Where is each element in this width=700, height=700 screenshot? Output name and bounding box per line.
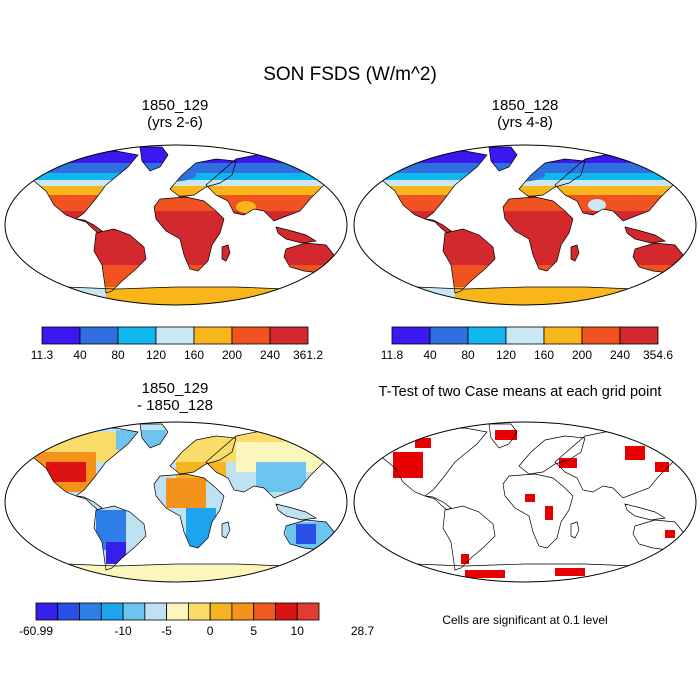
colorbar-1-tick-label: 120 <box>146 348 166 362</box>
colorbar-3-tick-label: -5 <box>161 624 172 638</box>
colorbar-3-swatch <box>275 602 298 621</box>
colorbar-1-tick-label: 240 <box>260 348 280 362</box>
panel-3-title: 1850_129 - 1850_128 <box>75 380 275 414</box>
colorbar-2-swatch <box>543 326 583 345</box>
panel-2-title: 1850_128 (yrs 4-8) <box>425 97 625 131</box>
colorbar-3-swatch <box>57 602 80 621</box>
colorbar-3-tick-label: 10 <box>291 624 305 638</box>
colorbar-2-tick-label: 120 <box>496 348 516 362</box>
colorbar-1-swatch <box>117 326 157 345</box>
panel-3-title-line1: 1850_129 <box>141 380 209 397</box>
colorbar-2-tick-label: 240 <box>610 348 630 362</box>
colorbar-2-tick-label: 80 <box>461 348 475 362</box>
colorbar-1-swatch <box>41 326 81 345</box>
colorbar-3-swatch <box>231 602 255 621</box>
colorbar-1-swatch <box>193 326 233 345</box>
colorbar-3-swatch <box>79 602 102 621</box>
colorbar-2: 11.8 40 80 120 160 200 240 354.6 <box>381 326 673 362</box>
panel-3-title-line2: - 1850_128 <box>137 397 213 414</box>
panel-1-title: 1850_129 (yrs 2-6) <box>75 97 275 131</box>
colorbar-2-swatch <box>467 326 507 345</box>
colorbar-3: -60.99 -10 -5 0 5 10 28.7 <box>19 602 375 638</box>
colorbar-3-swatch <box>166 602 189 621</box>
map-panel-1 <box>4 144 348 306</box>
map-panel-4 <box>353 421 697 583</box>
colorbar-1-tick-label: 80 <box>111 348 125 362</box>
colorbar-2-tick-label: 11.8 <box>381 348 404 362</box>
colorbar-2-swatch <box>619 326 659 345</box>
colorbar-1: 11.3 40 80 120 160 200 240 361.2 <box>31 326 323 362</box>
colorbar-3-swatch <box>144 602 168 621</box>
colorbar-2-tick-label: 40 <box>423 348 437 362</box>
colorbar-1-tick-label: 11.3 <box>31 348 54 362</box>
colorbar-3-swatch <box>122 602 146 621</box>
colorbar-1-swatch <box>155 326 195 345</box>
colorbar-1-tick-label: 40 <box>73 348 87 362</box>
colorbar-1-tick-label: 361.2 <box>293 348 323 362</box>
colorbar-3-swatch <box>100 602 124 621</box>
colorbar-1-swatch <box>79 326 119 345</box>
panel-2-title-line1: 1850_128 <box>491 97 559 114</box>
colorbar-2-swatch <box>581 326 621 345</box>
colorbar-1-tick-label: 200 <box>222 348 242 362</box>
colorbar-1-tick-label: 160 <box>184 348 204 362</box>
map-panel-2 <box>353 144 697 306</box>
colorbar-3-swatch <box>253 602 276 621</box>
colorbar-3-tick-label: -10 <box>114 624 132 638</box>
colorbar-1-swatch <box>231 326 271 345</box>
colorbar-1-swatch <box>269 326 309 345</box>
colorbar-2-tick-label: 200 <box>572 348 592 362</box>
map-panel-3 <box>4 421 348 583</box>
colorbar-3-swatch <box>187 602 211 621</box>
significance-note: Cells are significant at 0.1 level <box>442 613 608 627</box>
panel-1-title-line2: (yrs 2-6) <box>147 114 203 131</box>
panel-4-title: T-Test of two Case means at each grid po… <box>378 384 662 400</box>
figure-title: SON FSDS (W/m^2) <box>263 64 437 85</box>
colorbar-2-swatch <box>391 326 431 345</box>
colorbar-3-tick-label: -60.99 <box>19 624 53 638</box>
colorbar-3-tick-label: 28.7 <box>351 624 375 638</box>
colorbar-3-swatch <box>35 602 59 621</box>
panel-1-title-line1: 1850_129 <box>141 97 209 114</box>
colorbar-2-tick-label: 160 <box>534 348 554 362</box>
colorbar-2-swatch <box>429 326 469 345</box>
colorbar-2-swatch <box>505 326 545 345</box>
colorbar-3-swatch <box>209 602 233 621</box>
colorbar-3-swatch <box>296 602 320 621</box>
colorbar-2-tick-label: 354.6 <box>643 348 673 362</box>
panel-2-title-line2: (yrs 4-8) <box>497 114 553 131</box>
colorbar-3-tick-label: 0 <box>207 624 214 638</box>
colorbar-3-tick-label: 5 <box>250 624 257 638</box>
